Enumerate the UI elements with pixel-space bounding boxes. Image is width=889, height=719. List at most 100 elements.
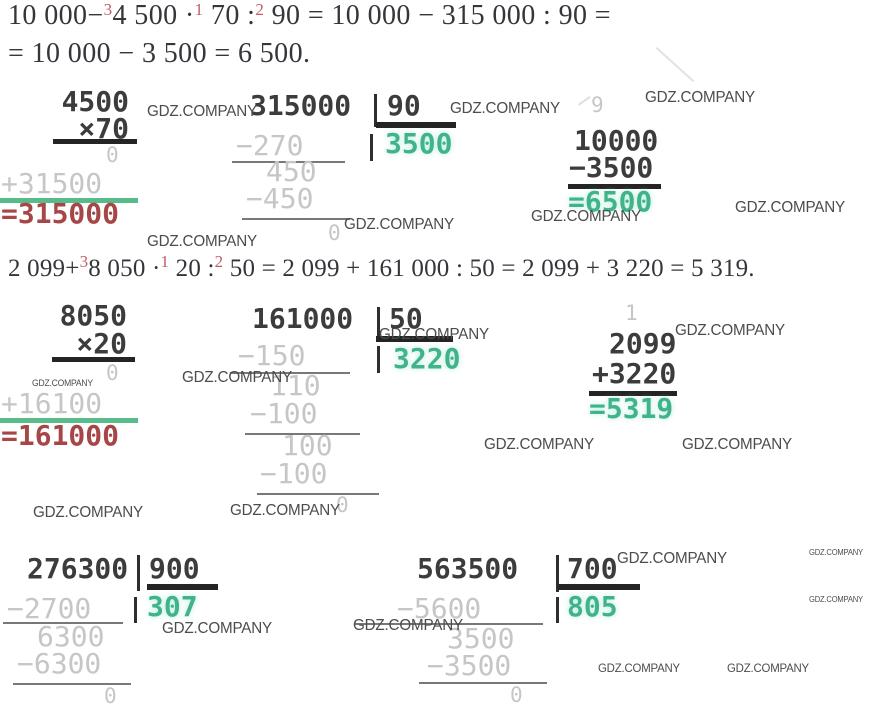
subtrahend: −3500 <box>569 151 654 184</box>
division-276300-900: 276300 900 307 −2700 6300 −6300 0 <box>0 555 280 715</box>
watermark-text: GDZ.COMPANY <box>735 199 845 216</box>
step-underline <box>355 623 543 625</box>
divisor: 700 <box>567 552 618 585</box>
division-step: 3500 <box>447 622 515 655</box>
subtraction-10000-3500: 9 10000 −3500 =6500 <box>555 88 700 228</box>
remainder: 0 <box>104 684 117 708</box>
subtraction-line <box>568 184 661 189</box>
quotient-bar <box>377 346 380 373</box>
formula-part: 2 099+ <box>8 255 80 282</box>
multiplication-line <box>53 139 137 144</box>
partial-product: +31500 <box>1 167 103 200</box>
divisor: 900 <box>149 552 200 585</box>
division-step: 450 <box>266 155 317 188</box>
division-step: −5600 <box>397 592 482 625</box>
carry-zero: 0 <box>106 143 119 167</box>
formula-part: 8 050 · <box>88 255 161 282</box>
multiplication-4500x70: 4500 ×70 0 +31500 =315000 <box>0 88 145 250</box>
divisor-underline <box>558 584 640 590</box>
multiplier: ×20 <box>76 327 127 360</box>
carry-digit: 1 <box>625 301 638 325</box>
quotient: 3220 <box>393 342 461 375</box>
addition-2099-3220: 1 2099 +3220 =5319 <box>585 300 705 430</box>
division-step: 6300 <box>37 620 105 653</box>
op-order-superscript: 2 <box>255 0 265 19</box>
op-order-superscript: 2 <box>214 252 224 271</box>
division-step: −3500 <box>427 649 512 682</box>
division-step: −150 <box>238 339 306 372</box>
division-bar <box>374 94 377 127</box>
expression-line-2: = 10 000 − 3 500 = 6 500. <box>8 38 311 69</box>
addend: +3220 <box>592 357 677 390</box>
watermark-text: GDZ.COMPANY <box>344 216 454 233</box>
quotient: 307 <box>147 590 198 623</box>
step-underline <box>242 218 350 220</box>
step-underline <box>230 372 350 374</box>
division-step: −100 <box>260 457 328 490</box>
watermark-text: GDZ.COMPANY <box>727 661 809 675</box>
watermark-text: GDZ.COMPANY <box>32 378 93 388</box>
watermark-text: GDZ.COMPANY <box>182 369 292 386</box>
watermark-text: GDZ.COMPANY <box>809 548 863 557</box>
formula-part: 20 : <box>169 255 215 282</box>
formula-part: 70 : <box>203 0 256 31</box>
dividend: 315000 <box>250 89 352 122</box>
watermark-text: GDZ.COMPANY <box>598 661 680 675</box>
division-161000-50: 161000 50 3220 −150 110 −100 100 −100 0 <box>228 305 488 530</box>
watermark-text: GDZ.COMPANY <box>162 620 272 637</box>
formula-part: 50 = 2 099 + 161 000 : 50 = 2 099 + 3 22… <box>223 255 755 282</box>
equals-line <box>0 198 138 203</box>
quotient: 3500 <box>385 127 453 160</box>
divisor: 50 <box>389 302 423 335</box>
multiplicand: 4500 <box>61 85 129 118</box>
division-bar <box>556 555 559 592</box>
watermark-text: GDZ.COMPANY <box>645 89 755 106</box>
step-underline <box>3 622 123 624</box>
division-step: −100 <box>250 397 318 430</box>
watermark-text: GDZ.COMPANY <box>353 617 463 634</box>
divisor-underline <box>376 336 453 342</box>
expression-line-3: 2 099+38 050 ·1 20 :2 50 = 2 099 + 161 0… <box>8 252 755 284</box>
dividend: 161000 <box>252 302 354 335</box>
divisor-underline <box>147 584 218 590</box>
scan-artifact-line <box>655 47 695 82</box>
carry-zero: 0 <box>106 361 119 385</box>
watermark-text: GDZ.COMPANY <box>147 103 257 120</box>
watermark-text: GDZ.COMPANY <box>379 326 489 343</box>
step-underline <box>13 683 131 685</box>
formula-part: 4 500 · <box>112 0 195 31</box>
minuend: 10000 <box>574 124 659 157</box>
expression-line-1: 10 000−34 500 ·1 70 :2 90 = 10 000 − 315… <box>8 0 611 32</box>
partial-product: +16100 <box>1 387 103 420</box>
division-step: −2700 <box>7 592 92 625</box>
remainder: 0 <box>328 221 341 245</box>
equals-line <box>0 418 138 423</box>
addition-line <box>589 391 677 396</box>
division-step: 110 <box>270 369 321 402</box>
step-underline <box>232 161 345 163</box>
multiplicand: 8050 <box>59 299 127 332</box>
watermark-text: GDZ.COMPANY <box>682 436 792 453</box>
watermark-text: GDZ.COMPANY <box>33 504 143 521</box>
op-order-superscript: 3 <box>103 0 113 19</box>
dividend: 563500 <box>417 552 519 585</box>
sum-result: =5319 <box>589 392 674 425</box>
divisor: 90 <box>387 89 421 122</box>
step-underline <box>245 433 360 435</box>
quotient-bar <box>134 597 137 623</box>
division-step: −450 <box>246 182 314 215</box>
watermark-text: GDZ.COMPANY <box>809 595 863 604</box>
watermark-text: GDZ.COMPANY <box>675 322 785 339</box>
watermark-text: GDZ.COMPANY <box>230 502 340 519</box>
division-563500-700: 563500 700 805 −5600 3500 −3500 0 <box>355 555 655 715</box>
op-order-superscript: 1 <box>160 252 170 271</box>
watermark-text: GDZ.COMPANY <box>450 100 560 117</box>
watermark-text: GDZ.COMPANY <box>484 436 594 453</box>
multiplication-8050x20: 8050 ×20 0 +16100 =161000 <box>0 300 145 460</box>
division-bar <box>377 307 380 342</box>
remainder: 0 <box>336 493 349 517</box>
product-result: =161000 <box>1 419 120 452</box>
op-order-superscript: 1 <box>194 0 204 19</box>
step-underline <box>257 493 379 495</box>
difference-result: =6500 <box>568 185 653 218</box>
